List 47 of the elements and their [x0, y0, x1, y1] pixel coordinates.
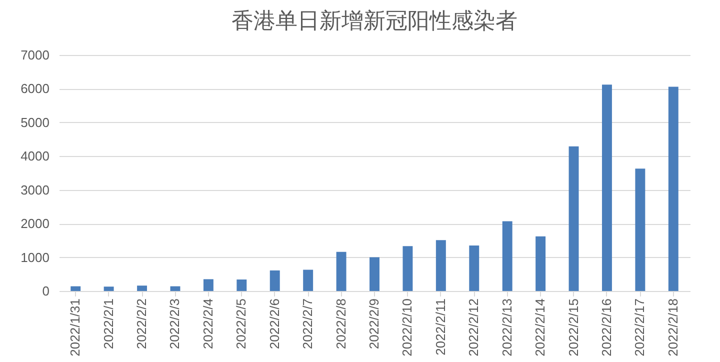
x-tick-label: 2022/1/31 — [68, 298, 83, 356]
x-tick-label: 2022/2/13 — [499, 298, 514, 356]
bar — [635, 168, 646, 291]
bar — [568, 146, 579, 291]
bar — [602, 84, 612, 291]
bar — [303, 270, 314, 291]
chart-title: 香港单日新增新冠阳性感染者 — [232, 9, 518, 34]
bar — [402, 246, 413, 291]
bar — [668, 86, 678, 291]
y-tick-label: 6000 — [20, 81, 50, 96]
x-tick-label: 2022/2/10 — [400, 298, 415, 356]
bar — [203, 279, 214, 291]
y-tick-label: 5000 — [20, 114, 50, 130]
y-tick-label: 3000 — [20, 182, 50, 198]
bar — [137, 286, 148, 291]
bar — [104, 286, 114, 291]
x-tick-label: 2022/2/2 — [134, 298, 150, 350]
bar — [502, 221, 512, 291]
bar — [436, 240, 446, 291]
bar — [536, 236, 546, 291]
y-tick-label: 4000 — [20, 148, 50, 164]
x-tick-label: 2022/2/11 — [432, 298, 448, 356]
bar — [469, 245, 480, 291]
x-tick-label: 2022/2/17 — [632, 298, 648, 356]
bar — [336, 252, 346, 291]
x-tick-label: 2022/2/5 — [234, 298, 249, 350]
x-tick-label: 2022/2/12 — [466, 298, 482, 356]
bar — [370, 257, 380, 291]
bar — [170, 286, 180, 291]
bar — [70, 286, 81, 291]
x-tick-label: 2022/2/7 — [300, 298, 316, 350]
x-tick-label: 2022/2/16 — [598, 298, 614, 356]
y-tick-label: 7000 — [20, 48, 50, 62]
x-tick-label: 2022/2/18 — [665, 298, 680, 356]
bar — [236, 280, 247, 291]
bar — [270, 270, 280, 291]
x-tick-label: 2022/2/6 — [266, 298, 282, 350]
y-tick-label: 2000 — [20, 216, 50, 232]
x-tick-label: 2022/2/14 — [532, 298, 548, 356]
y-tick-label: 0 — [42, 284, 50, 298]
x-tick-label: 2022/2/1 — [100, 298, 116, 350]
x-tick-label: 2022/2/4 — [200, 298, 216, 350]
x-tick-label: 2022/2/15 — [566, 298, 581, 356]
x-tick-label: 2022/2/9 — [366, 298, 382, 350]
y-tick-label: 1000 — [20, 250, 50, 265]
x-tick-label: 2022/2/3 — [167, 298, 182, 350]
x-tick-label: 2022/2/8 — [333, 298, 348, 350]
